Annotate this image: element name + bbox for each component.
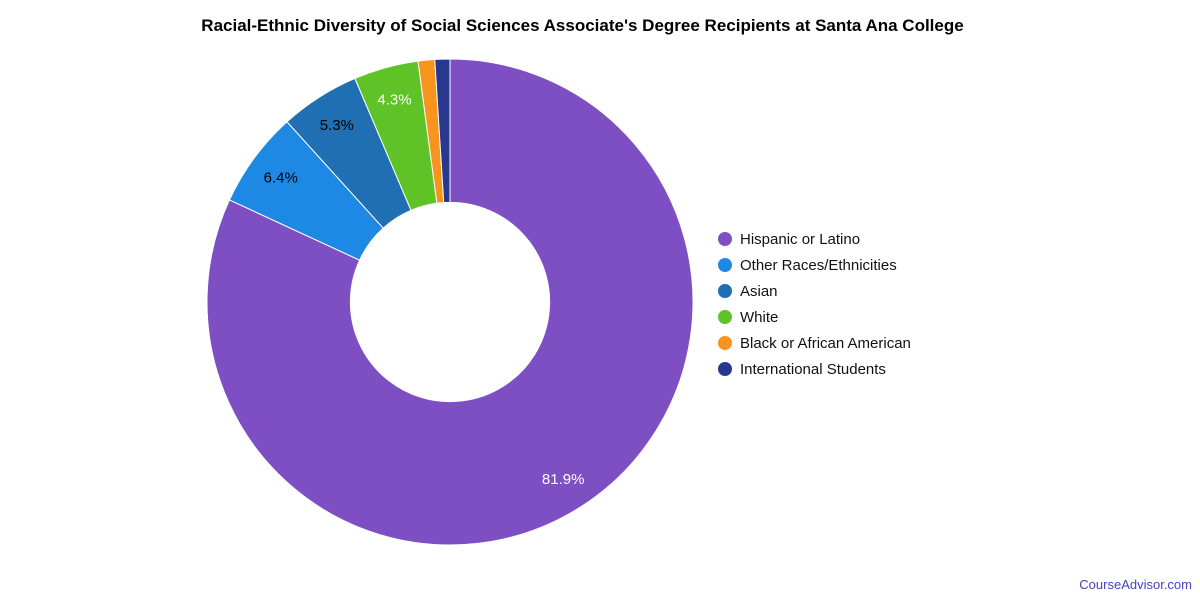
watermark-link[interactable]: CourseAdvisor.com (1079, 577, 1192, 592)
legend-label: International Students (740, 360, 886, 378)
slice-data-label: 81.9% (542, 471, 585, 488)
legend-marker-icon (718, 336, 732, 350)
legend-marker-icon (718, 362, 732, 376)
chart-title: Racial-Ethnic Diversity of Social Scienc… (201, 16, 964, 35)
donut-chart: 81.9% 6.4% 5.3% 4.3% (206, 58, 694, 546)
legend-marker-icon (718, 310, 732, 324)
slice-data-label: 6.4% (264, 169, 298, 186)
legend-label: Asian (740, 282, 778, 300)
legend-item-5[interactable]: International Students (718, 356, 911, 382)
legend-marker-icon (718, 232, 732, 246)
pie-slice-5[interactable] (434, 58, 451, 204)
legend-marker-icon (718, 284, 732, 298)
legend-label: Hispanic or Latino (740, 230, 861, 248)
legend-marker-icon (718, 258, 732, 272)
legend-item-0[interactable]: Hispanic or Latino (718, 226, 911, 252)
legend-label: Other Races/Ethnicities (740, 256, 897, 274)
slice-data-label: 4.3% (377, 91, 411, 108)
pie-slice-0[interactable] (206, 58, 694, 546)
slice-data-label: 5.3% (320, 117, 354, 134)
legend-label: Black or African American (740, 334, 911, 352)
legend-label: White (740, 308, 779, 326)
legend-item-3[interactable]: White (718, 304, 911, 330)
legend-item-2[interactable]: Asian (718, 278, 911, 304)
legend: Hispanic or Latino Other Races/Ethnicitie… (718, 226, 911, 382)
legend-item-1[interactable]: Other Races/Ethnicities (718, 252, 911, 278)
legend-item-4[interactable]: Black or African American (718, 330, 911, 356)
